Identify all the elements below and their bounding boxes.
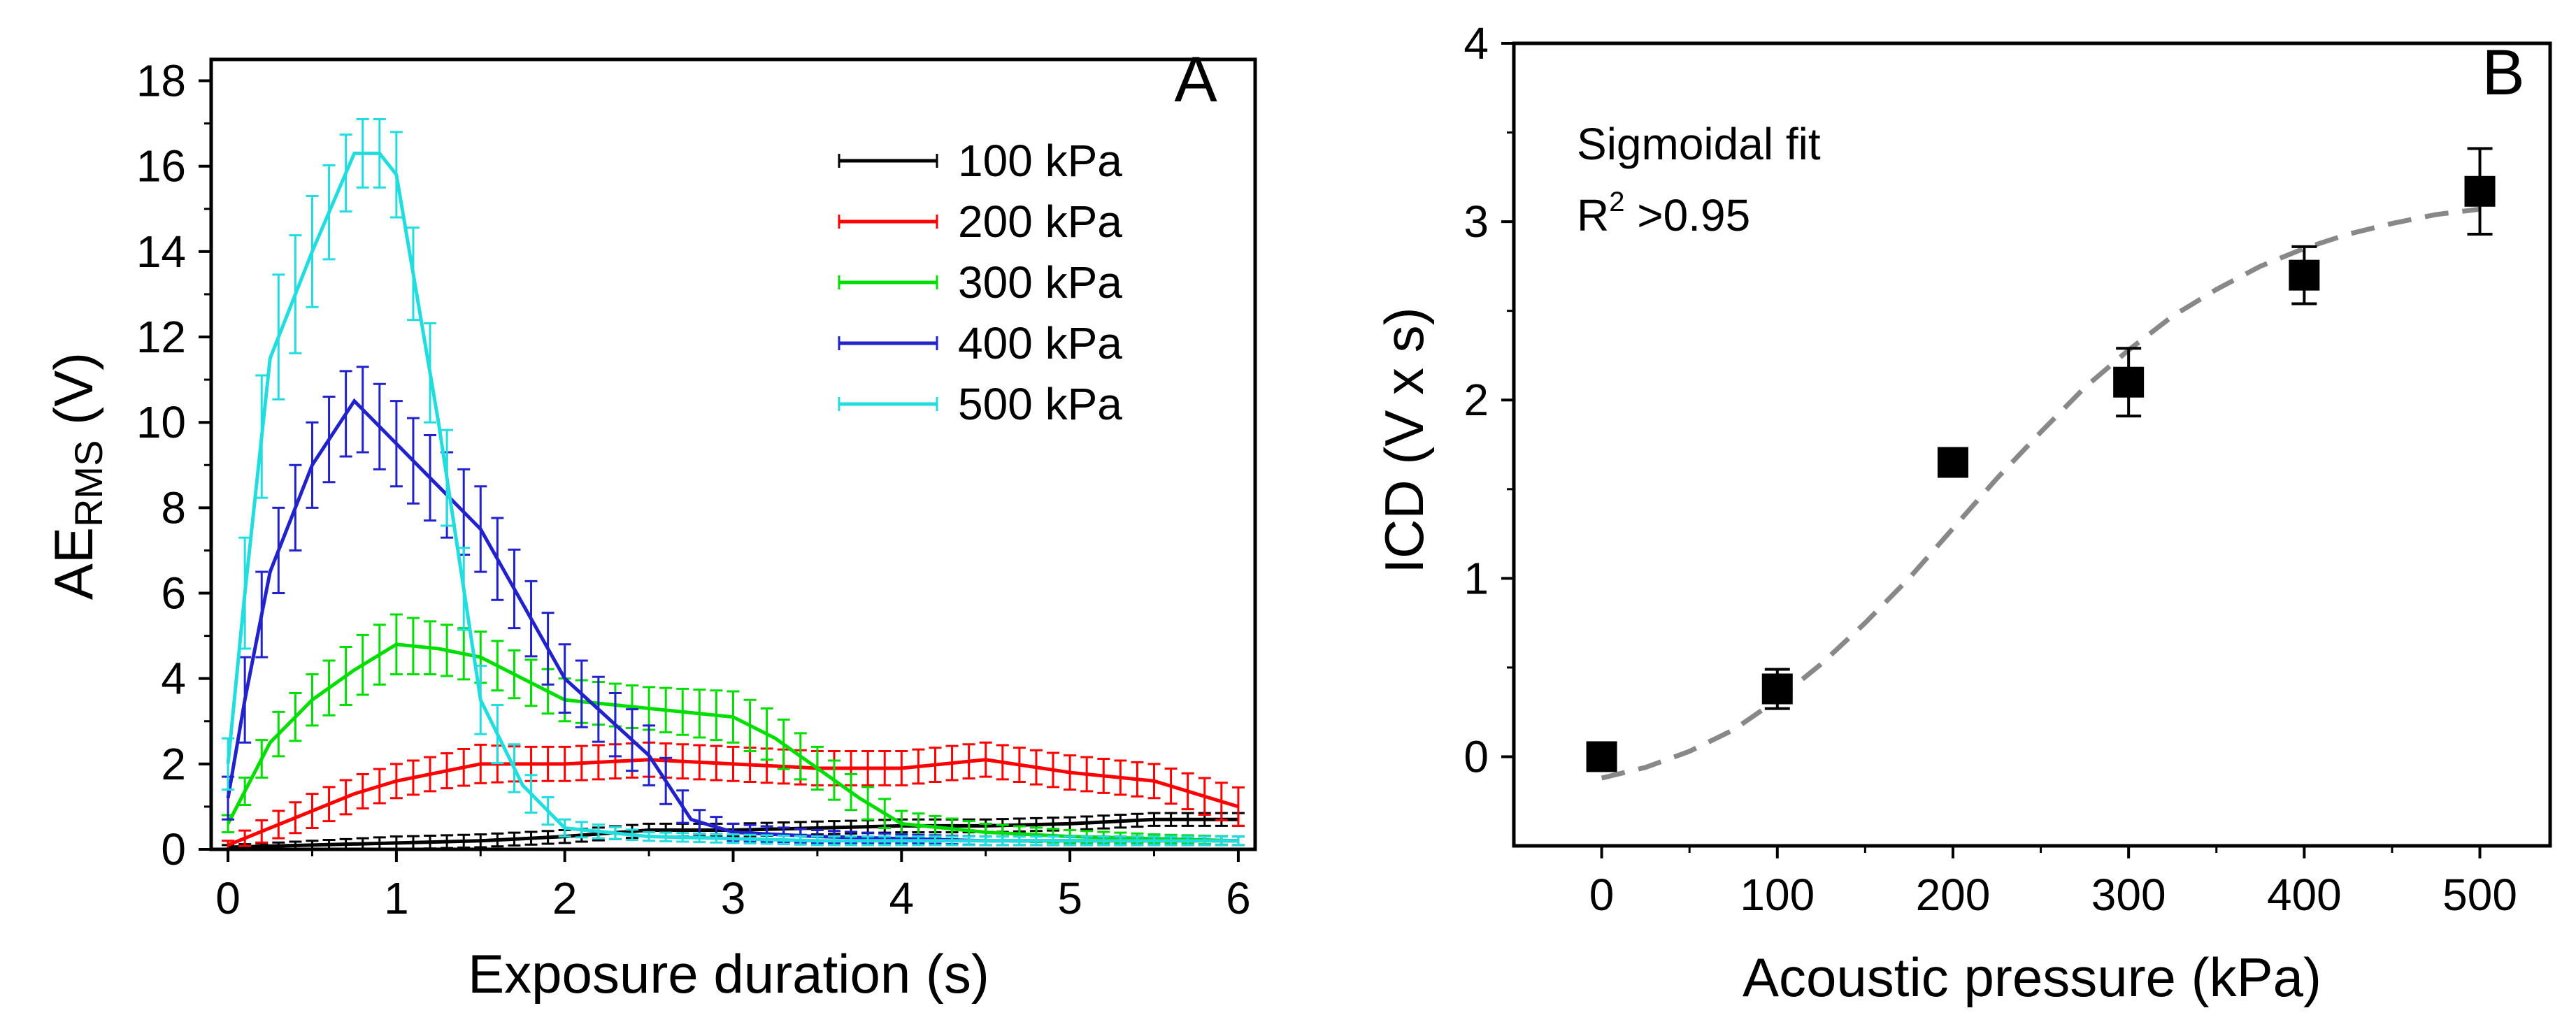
x-tick-label: 3 [721, 873, 746, 923]
panel-a-x-axis-label: Exposure duration (s) [468, 943, 989, 1005]
panel-b-data-layer [1586, 147, 2496, 781]
data-point [1586, 741, 1617, 772]
panel-a-y-axis-label: AERMS (V) [43, 352, 110, 600]
panel-b-annotation-fit: Sigmoidal fit [1577, 119, 1821, 169]
x-tick-label: 0 [1589, 870, 1615, 920]
x-tick-label: 1 [384, 873, 409, 923]
x-tick-label: 500 [2442, 870, 2517, 920]
panel-a-y-label-suffix: (V) [43, 352, 104, 440]
legend-label: 400 kPa [958, 318, 1122, 368]
y-tick-label: 4 [161, 654, 186, 704]
panel-b-y-axis-label: ICD (V x s) [1373, 307, 1435, 573]
y-tick-label: 1 [1464, 553, 1489, 603]
y-tick-label: 2 [161, 739, 186, 789]
x-tick-label: 2 [552, 873, 578, 923]
data-point [1761, 673, 1793, 705]
legend-label: 100 kPa [958, 136, 1122, 186]
x-tick-label: 200 [1916, 870, 1991, 920]
y-tick-label: 16 [136, 141, 186, 192]
panel-b-letter: B [2482, 37, 2524, 108]
x-tick-label: 5 [1057, 873, 1082, 923]
y-tick-label: 4 [1464, 18, 1489, 69]
series-500-kpa [222, 118, 1245, 847]
panel-a-letter: A [1174, 44, 1217, 115]
x-tick-label: 300 [2091, 870, 2166, 920]
y-tick-label: 6 [161, 568, 186, 619]
y-tick-label: 8 [161, 482, 186, 533]
data-point [1937, 447, 1968, 478]
sigmoidal-fit-curve [1601, 206, 2480, 781]
y-tick-label: 18 [136, 56, 186, 106]
data-point [2113, 366, 2145, 398]
y-tick-label: 14 [136, 226, 186, 277]
legend-label: 500 kPa [958, 379, 1122, 429]
y-tick-label: 10 [136, 397, 186, 447]
series-line [226, 642, 1238, 843]
panel-b-annotation-r2: R2 >0.95 [1577, 187, 1750, 240]
x-tick-label: 100 [1740, 870, 1815, 920]
legend-label: 200 kPa [958, 196, 1122, 247]
y-tick-label: 2 [1464, 375, 1489, 425]
x-tick-label: 0 [215, 873, 241, 923]
data-point [2289, 259, 2320, 291]
x-tick-label: 4 [889, 873, 915, 923]
panel-a-data-layer [222, 118, 1245, 851]
y-tick-label: 3 [1464, 196, 1489, 247]
panel-b-annotation-r: R [1577, 190, 1609, 240]
x-tick-label: 6 [1226, 873, 1251, 923]
y-tick-label: 12 [136, 312, 186, 362]
data-point [2464, 175, 2496, 207]
panel-b-annotation-sup: 2 [1609, 187, 1624, 217]
panel-a-y-label-main: AE [43, 527, 104, 600]
legend-label: 300 kPa [958, 257, 1122, 308]
panel-b-annotation-rest: >0.95 [1624, 190, 1750, 240]
panel-a-y-label-sub: RMS [66, 440, 110, 527]
y-tick-label: 0 [1464, 731, 1489, 782]
plot-frame [1512, 41, 2552, 848]
y-tick-label: 0 [161, 824, 186, 875]
x-tick-label: 400 [2267, 870, 2342, 920]
series-200-kpa [222, 741, 1245, 851]
panel-b-axes: 0 100 200 300 400 500 0 1 2 3 4 [1464, 18, 2552, 920]
series-300-kpa [222, 613, 1245, 847]
panel-a-legend: 100 kPa 200 kPa 300 kPa 400 kPa 500 kPa [838, 136, 1122, 429]
panel-b-x-axis-label: Acoustic pressure (kPa) [1743, 947, 2321, 1008]
